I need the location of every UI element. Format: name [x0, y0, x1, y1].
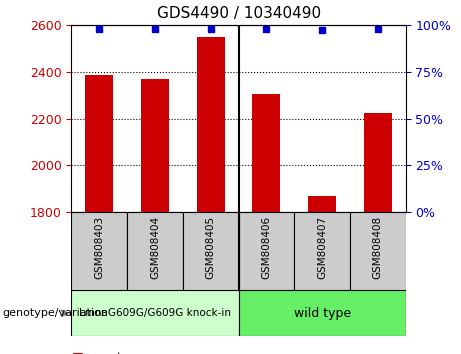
Bar	[71, 212, 127, 290]
Text: ■: ■	[71, 350, 83, 354]
Title: GDS4490 / 10340490: GDS4490 / 10340490	[156, 6, 321, 21]
Text: GSM808405: GSM808405	[206, 216, 216, 279]
Text: GSM808406: GSM808406	[261, 216, 272, 279]
Text: genotype/variation: genotype/variation	[2, 308, 108, 318]
Bar	[350, 212, 406, 290]
Text: LmnaG609G/G609G knock-in: LmnaG609G/G609G knock-in	[79, 308, 231, 318]
Bar	[197, 36, 225, 212]
Bar	[253, 94, 280, 212]
Bar	[308, 196, 336, 212]
Bar	[238, 212, 294, 290]
Bar	[127, 212, 183, 290]
Bar	[71, 290, 239, 336]
Bar	[294, 212, 350, 290]
Bar	[183, 212, 238, 290]
Text: GSM808404: GSM808404	[150, 216, 160, 279]
Text: count: count	[90, 352, 121, 354]
Bar	[238, 290, 406, 336]
Text: wild type: wild type	[294, 307, 351, 320]
Text: GSM808408: GSM808408	[373, 216, 383, 279]
Bar	[364, 113, 392, 212]
Text: GSM808403: GSM808403	[95, 216, 104, 279]
Bar	[141, 79, 169, 212]
Text: GSM808407: GSM808407	[317, 216, 327, 279]
Bar	[85, 75, 113, 212]
